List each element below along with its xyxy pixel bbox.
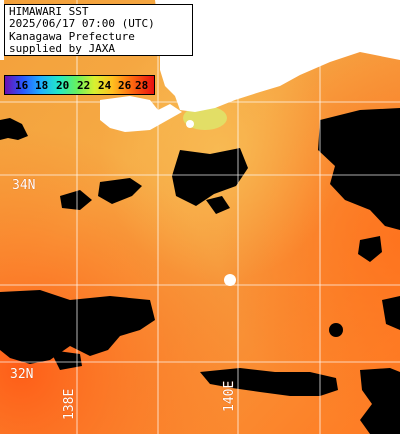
- temperature-colorbar: 16 18 20 22 24 26 28: [4, 75, 155, 95]
- no-data-patch: [0, 118, 28, 140]
- latitude-label-34n: 34N: [12, 178, 36, 193]
- no-data-patch: [200, 368, 338, 396]
- latitude-label-32n: 32N: [10, 367, 34, 382]
- colorbar-tick-label: 16: [15, 79, 29, 92]
- miura-peninsula-land: [205, 36, 245, 86]
- colorbar-tick-label: 22: [77, 79, 91, 92]
- no-data-patch: [172, 148, 248, 206]
- colorbar-tick-label: 24: [98, 79, 112, 92]
- colorbar-tick-label: 28: [135, 79, 149, 92]
- no-data-patch: [329, 323, 343, 337]
- product-title: HIMAWARI SST: [9, 5, 89, 18]
- info-box: HIMAWARI SST 2025/06/17 07:00 (UTC) Kana…: [4, 4, 193, 56]
- no-data-patch: [50, 350, 82, 370]
- no-data-patch: [98, 178, 142, 204]
- izu-peninsula-land: [100, 96, 182, 132]
- data-credit: supplied by JAXA: [9, 42, 115, 56]
- islet-land: [186, 120, 194, 128]
- colorbar-tick-label: 26: [118, 79, 132, 92]
- longitude-label-138e: 138E: [62, 388, 77, 420]
- region-name: Kanagawa Prefecture: [9, 29, 135, 43]
- no-data-patch: [0, 290, 155, 364]
- no-data-patch: [358, 236, 382, 262]
- no-data-patch: [382, 296, 400, 330]
- longitude-label-140e: 140E: [222, 380, 237, 412]
- no-data-patch: [360, 368, 400, 434]
- west-coast-land: [0, 0, 4, 60]
- colorbar-tick-label: 18: [35, 79, 49, 92]
- no-data-patch: [318, 108, 400, 230]
- colorbar-tick-label: 20: [56, 79, 70, 92]
- no-data-patch: [206, 196, 230, 214]
- no-data-patch: [60, 190, 92, 210]
- observation-timestamp: 2025/06/17 07:00 (UTC): [9, 17, 155, 31]
- island-land: [224, 274, 236, 286]
